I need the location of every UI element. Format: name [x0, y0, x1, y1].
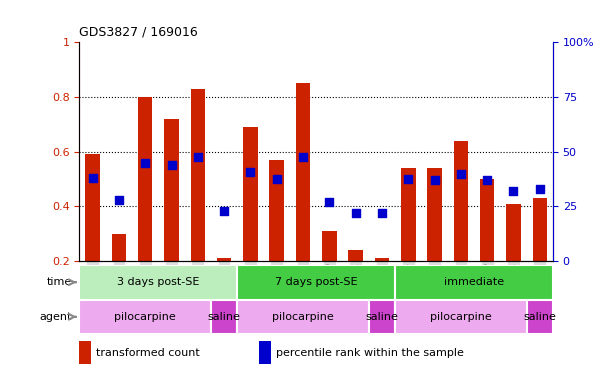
Bar: [86, 154, 100, 261]
Point: [430, 177, 439, 184]
Point: [535, 185, 544, 192]
Bar: [138, 97, 152, 261]
Text: pilocarpine: pilocarpine: [430, 312, 492, 322]
Point: [377, 210, 387, 216]
Bar: [527, 300, 553, 334]
Bar: [369, 300, 395, 334]
Bar: [112, 234, 126, 261]
Bar: [237, 300, 369, 334]
Text: 7 days post-SE: 7 days post-SE: [275, 277, 357, 287]
Bar: [322, 231, 337, 261]
Point: [272, 176, 282, 182]
Bar: [480, 179, 494, 261]
Point: [298, 154, 308, 160]
Bar: [296, 83, 310, 261]
Bar: [507, 204, 521, 261]
Point: [351, 210, 360, 216]
Bar: [533, 198, 547, 261]
Bar: [453, 141, 468, 261]
Bar: [348, 250, 363, 261]
Bar: [237, 265, 395, 300]
Point: [482, 177, 492, 184]
Point: [193, 154, 203, 160]
Bar: [401, 168, 415, 261]
Bar: [79, 341, 91, 364]
Text: time: time: [46, 277, 71, 287]
Point: [403, 176, 413, 182]
Text: saline: saline: [524, 312, 556, 322]
Bar: [395, 265, 553, 300]
Text: pilocarpine: pilocarpine: [114, 312, 176, 322]
Point: [456, 170, 466, 177]
Text: saline: saline: [208, 312, 241, 322]
Point: [246, 169, 255, 175]
Bar: [260, 341, 271, 364]
Bar: [217, 258, 232, 261]
Bar: [79, 300, 211, 334]
Point: [219, 207, 229, 214]
Bar: [395, 300, 527, 334]
Bar: [375, 258, 389, 261]
Bar: [211, 300, 237, 334]
Bar: [243, 127, 258, 261]
Text: 3 days post-SE: 3 days post-SE: [117, 277, 200, 287]
Point: [114, 197, 124, 203]
Bar: [191, 89, 205, 261]
Bar: [79, 265, 237, 300]
Text: pilocarpine: pilocarpine: [272, 312, 334, 322]
Bar: [269, 160, 284, 261]
Point: [141, 160, 150, 166]
Text: saline: saline: [365, 312, 398, 322]
Point: [167, 162, 177, 169]
Point: [88, 175, 98, 181]
Point: [508, 188, 518, 194]
Text: agent: agent: [39, 312, 71, 322]
Bar: [164, 119, 179, 261]
Point: [324, 199, 334, 205]
Text: GDS3827 / 169016: GDS3827 / 169016: [79, 25, 198, 38]
Text: percentile rank within the sample: percentile rank within the sample: [276, 348, 464, 358]
Bar: [427, 168, 442, 261]
Text: immediate: immediate: [444, 277, 504, 287]
Text: transformed count: transformed count: [96, 348, 200, 358]
